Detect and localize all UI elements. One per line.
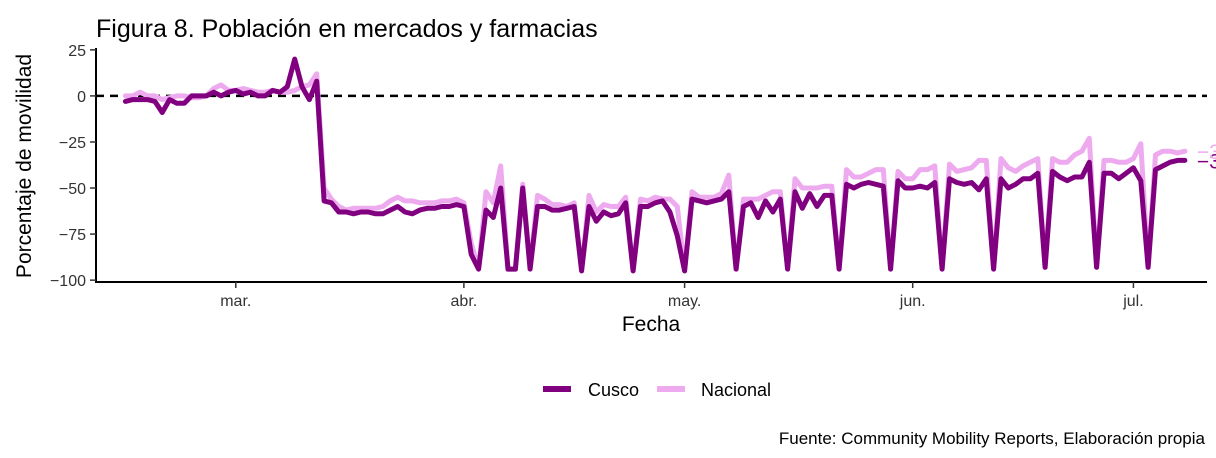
y-tick-label: 0 — [77, 89, 86, 106]
end-label-cusco: −35 — [1197, 150, 1216, 173]
y-tick-label: −75 — [59, 227, 86, 244]
x-tick-label: jul. — [1122, 293, 1143, 310]
chart-caption: Fuente: Community Mobility Reports, Elab… — [779, 429, 1206, 448]
x-tick-label: abr. — [451, 293, 478, 310]
series-line-nacional — [122, 71, 1188, 274]
y-tick-label: −100 — [50, 273, 86, 290]
legend: Cusco Nacional — [543, 380, 771, 400]
y-tick-label: −25 — [59, 135, 86, 152]
legend-label-nacional: Nacional — [701, 380, 771, 400]
plot-area: −35−30 — [96, 56, 1216, 274]
legend-label-cusco: Cusco — [588, 380, 639, 400]
y-tick-label: 25 — [68, 43, 86, 60]
x-axis-ticks: mar. abr. may. jun. jul. — [220, 282, 1144, 310]
x-axis-label: Fecha — [622, 313, 681, 336]
x-tick-label: mar. — [220, 293, 251, 310]
x-tick-label: may. — [668, 293, 701, 310]
series-line-cusco — [122, 56, 1188, 274]
end-label-nacional: −30 — [1197, 141, 1216, 164]
y-axis-label: Porcentaje de movilidad — [13, 54, 36, 278]
y-axis-ticks: 25 0 −25 −50 −75 −100 — [50, 43, 96, 290]
chart-title: Figura 8. Población en mercados y farmac… — [96, 15, 598, 43]
x-tick-label: jun. — [899, 293, 926, 310]
y-tick-label: −50 — [59, 181, 86, 198]
